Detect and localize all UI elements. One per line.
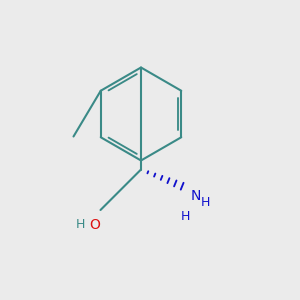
- Text: N: N: [190, 190, 201, 203]
- Text: H: H: [76, 218, 86, 232]
- Text: H: H: [180, 210, 190, 223]
- Text: O: O: [89, 218, 100, 232]
- Text: H: H: [201, 196, 210, 209]
